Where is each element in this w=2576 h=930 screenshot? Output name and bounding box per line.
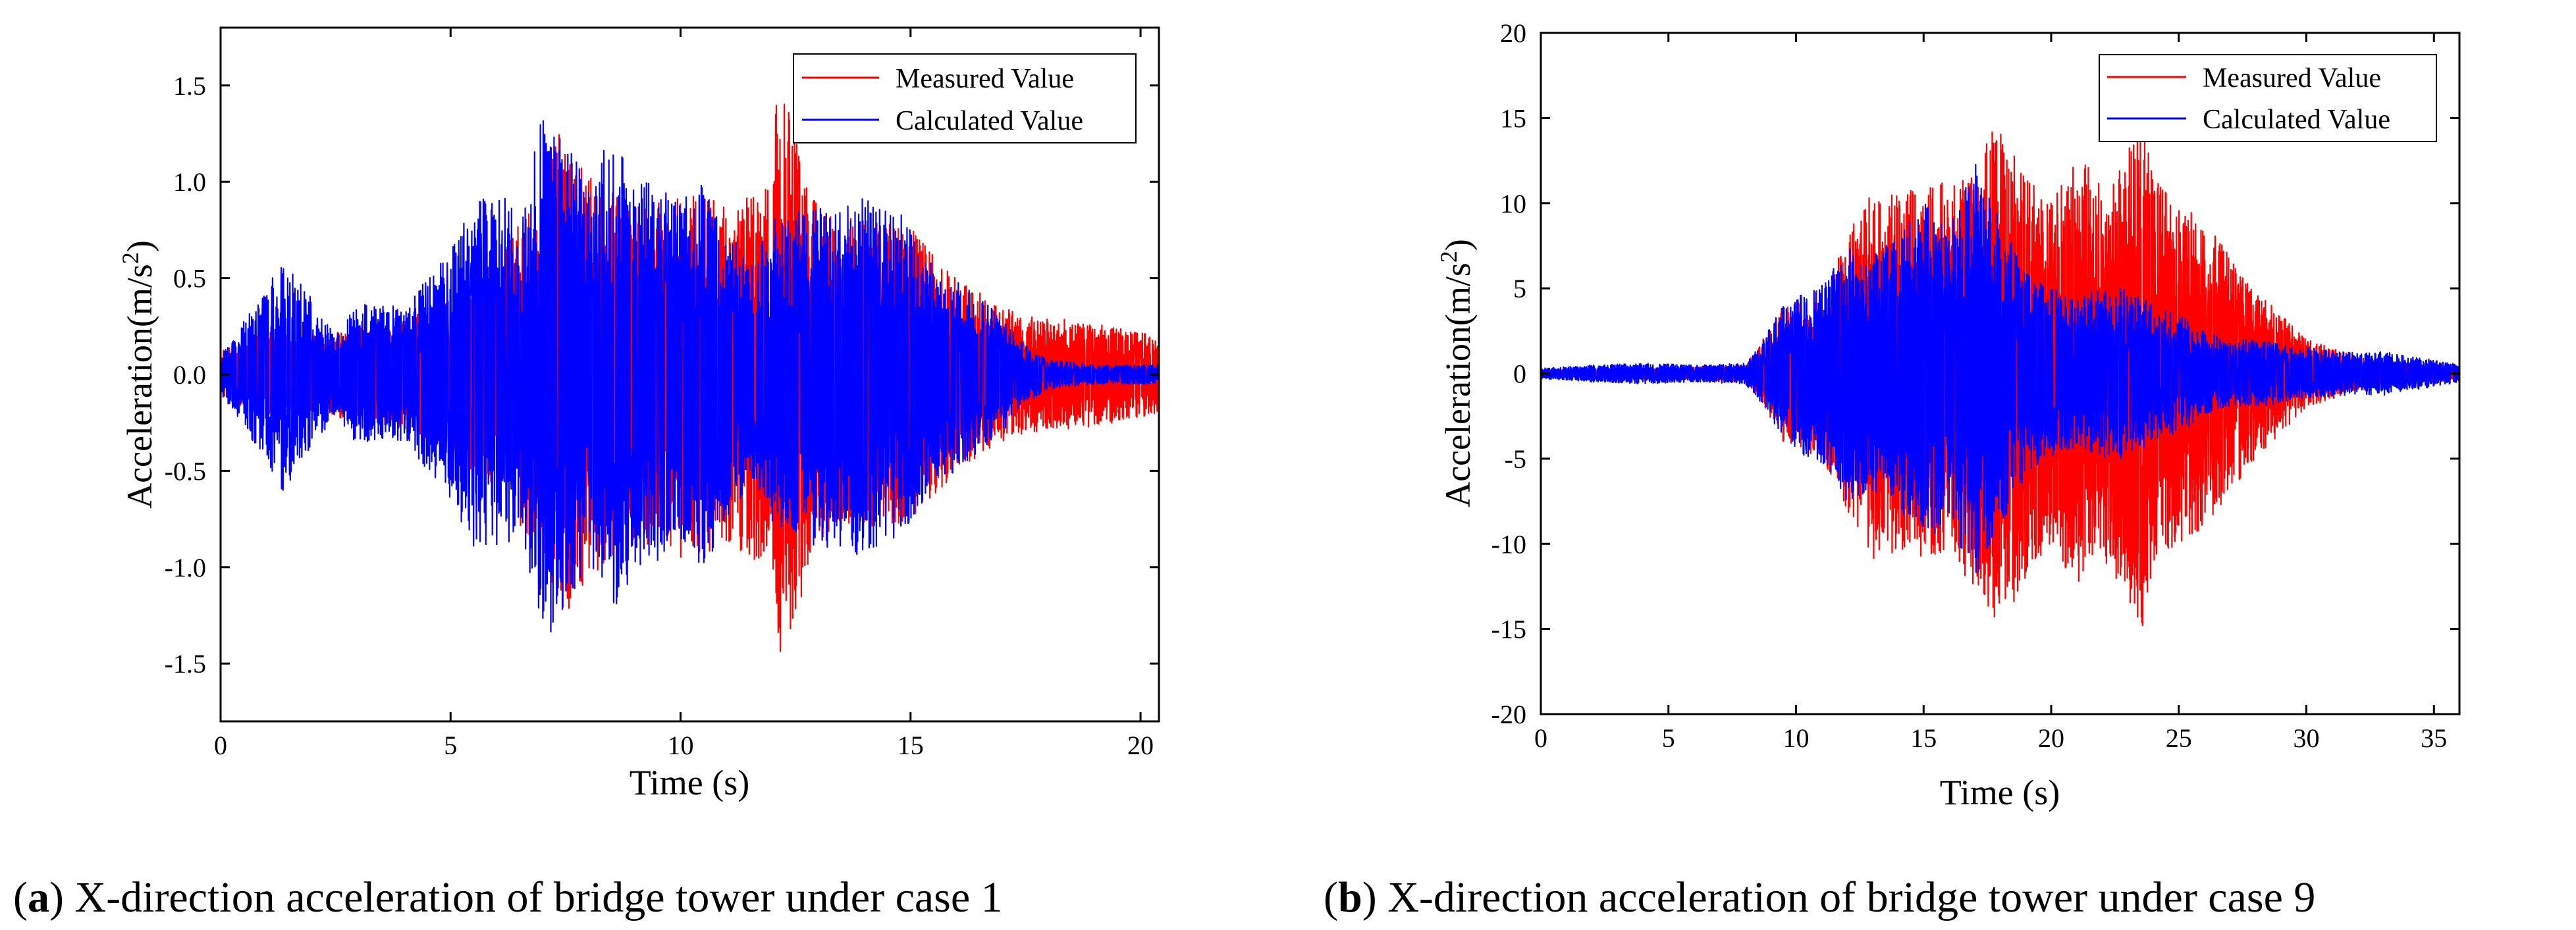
panel-a-x-tick-label: 0 [214, 731, 227, 760]
panel-b-legend: Measured Value Calculated Value [2099, 54, 2437, 142]
panel-a-legend-box [793, 53, 1137, 143]
panel-a-caption: (a) X-direction acceleration of bridge t… [13, 873, 1003, 921]
panel-a-x-axis-label: Time (s) [630, 763, 750, 802]
panel-a-ticks: 0 5 10 15 20 -1.5 -1.0 -0.5 0.0 0.5 1.0 1.5 [165, 28, 1159, 760]
panel-a-y-tick-label: -0.5 [165, 456, 206, 486]
panel-b-x-tick-label: 35 [2421, 723, 2447, 753]
panel-b-y-tick-label: -10 [1491, 529, 1526, 559]
panel-b-x-tick-label: 5 [1662, 723, 1675, 753]
panel-a-legend-calculated-label: Calculated Value [896, 106, 1083, 136]
panel-a-chart: 0 5 10 15 20 -1.5 -1.0 -0.5 0.0 0.5 1.0 1.5 Measure… [13, 26, 1160, 921]
panel-a-y-tick-label: 1.0 [173, 167, 206, 197]
panel-b-caption: (b) X-direction acceleration of bridge t… [1324, 873, 2315, 921]
panel-b-legend-calculated-label: Calculated Value [2203, 105, 2390, 135]
panel-b-series-group [1541, 111, 2459, 627]
panel-b-y-tick-label: 5 [1513, 274, 1526, 303]
panel-b-x-tick-label: 30 [2294, 723, 2320, 753]
panel-b-x-tick-label: 20 [2038, 723, 2064, 753]
panel-a-x-tick-label: 5 [444, 731, 457, 760]
panel-b-x-tick-label: 25 [2166, 723, 2192, 753]
panel-b-plot-frame [1540, 32, 2461, 715]
panel-a-y-tick-label: 0.5 [173, 264, 206, 294]
panel-a-y-tick-label: -1.5 [165, 649, 206, 679]
panel-a-x-tick-label: 15 [898, 731, 924, 760]
panel-b-y-tick-label: 0 [1513, 359, 1526, 389]
panel-b-y-tick-label: 10 [1500, 189, 1526, 219]
panel-a-plot-frame [219, 26, 1160, 723]
panel-a-x-tick-label: 10 [668, 731, 694, 760]
panel-b-series-measured-line [1541, 111, 2459, 627]
panel-b-y-tick-label: -15 [1491, 615, 1526, 644]
panel-b-y-tick-label: -20 [1491, 700, 1526, 729]
panel-a-series-calculated-line [221, 120, 1159, 633]
panel-b-x-tick-label: 10 [1783, 723, 1810, 753]
panel-b-series-calculated-line [1541, 164, 2459, 573]
panel-a-legend: Measured Value Calculated Value [793, 53, 1137, 143]
panel-b-x-axis-label: Time (s) [1940, 773, 2060, 812]
panel-b-y-axis-label: Acceleration(m/s2) [1436, 239, 1478, 507]
panel-a-x-tick-label: 20 [1127, 731, 1154, 760]
panel-a-y-tick-label: -1.0 [165, 553, 206, 582]
panel-a-y-tick-label: 0.0 [173, 360, 206, 390]
panel-b-y-tick-label: 20 [1500, 18, 1526, 48]
panel-b-legend-measured-label: Measured Value [2203, 63, 2381, 93]
panel-a-y-axis-label: Acceleration(m/s2) [117, 240, 159, 509]
panel-b-legend-box [2099, 54, 2437, 142]
panel-b-chart: 0 5 10 15 20 25 30 35 -20 -15 -10 -5 0 5 10 15 20 Measur… [1324, 18, 2461, 921]
panel-b-y-tick-label: -5 [1505, 444, 1526, 474]
panel-b-x-tick-label: 0 [1534, 723, 1547, 753]
panel-a-y-tick-label: 1.5 [173, 71, 206, 101]
panel-a-legend-measured-label: Measured Value [896, 64, 1074, 94]
panel-b-ticks: 0 5 10 15 20 25 30 35 -20 -15 -10 -5 0 5 10 15 20 [1491, 18, 2459, 753]
panel-b-x-tick-label: 15 [1910, 723, 1937, 753]
panel-a-series-group [221, 103, 1159, 652]
panel-b-y-tick-label: 15 [1500, 103, 1526, 133]
